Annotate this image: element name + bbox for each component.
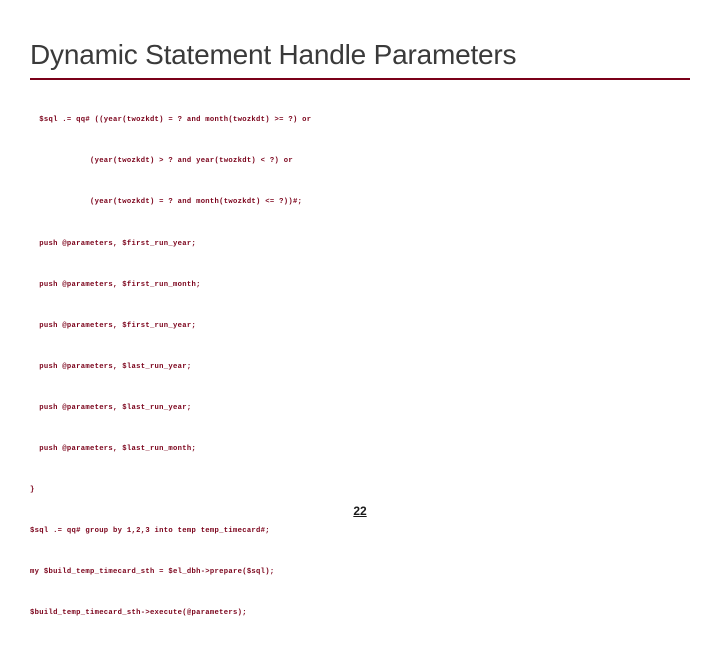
code-line: (year(twozkdt) > ? and year(twozkdt) < ?… xyxy=(30,157,690,166)
code-line: (year(twozkdt) = ? and month(twozkdt) <=… xyxy=(30,198,690,207)
code-line: $sql .= qq# group by 1,2,3 into temp tem… xyxy=(30,527,690,536)
page-number: 22 xyxy=(0,504,720,518)
slide: Dynamic Statement Handle Parameters $sql… xyxy=(0,0,720,540)
code-line: push @parameters, $first_run_year; xyxy=(30,240,690,249)
code-line: push @parameters, $first_run_month; xyxy=(30,281,690,290)
code-line: } xyxy=(30,486,690,495)
code-line: my $build_temp_timecard_sth = $el_dbh->p… xyxy=(30,568,690,577)
page-title: Dynamic Statement Handle Parameters xyxy=(30,38,690,80)
code-block: $sql .= qq# ((year(twozkdt) = ? and mont… xyxy=(30,98,690,650)
code-line: $build_temp_timecard_sth->execute(@param… xyxy=(30,609,690,618)
code-line: push @parameters, $first_run_year; xyxy=(30,322,690,331)
code-line: push @parameters, $last_run_month; xyxy=(30,445,690,454)
code-line: push @parameters, $last_run_year; xyxy=(30,363,690,372)
code-line: $sql .= qq# ((year(twozkdt) = ? and mont… xyxy=(30,116,690,125)
code-line: push @parameters, $last_run_year; xyxy=(30,404,690,413)
